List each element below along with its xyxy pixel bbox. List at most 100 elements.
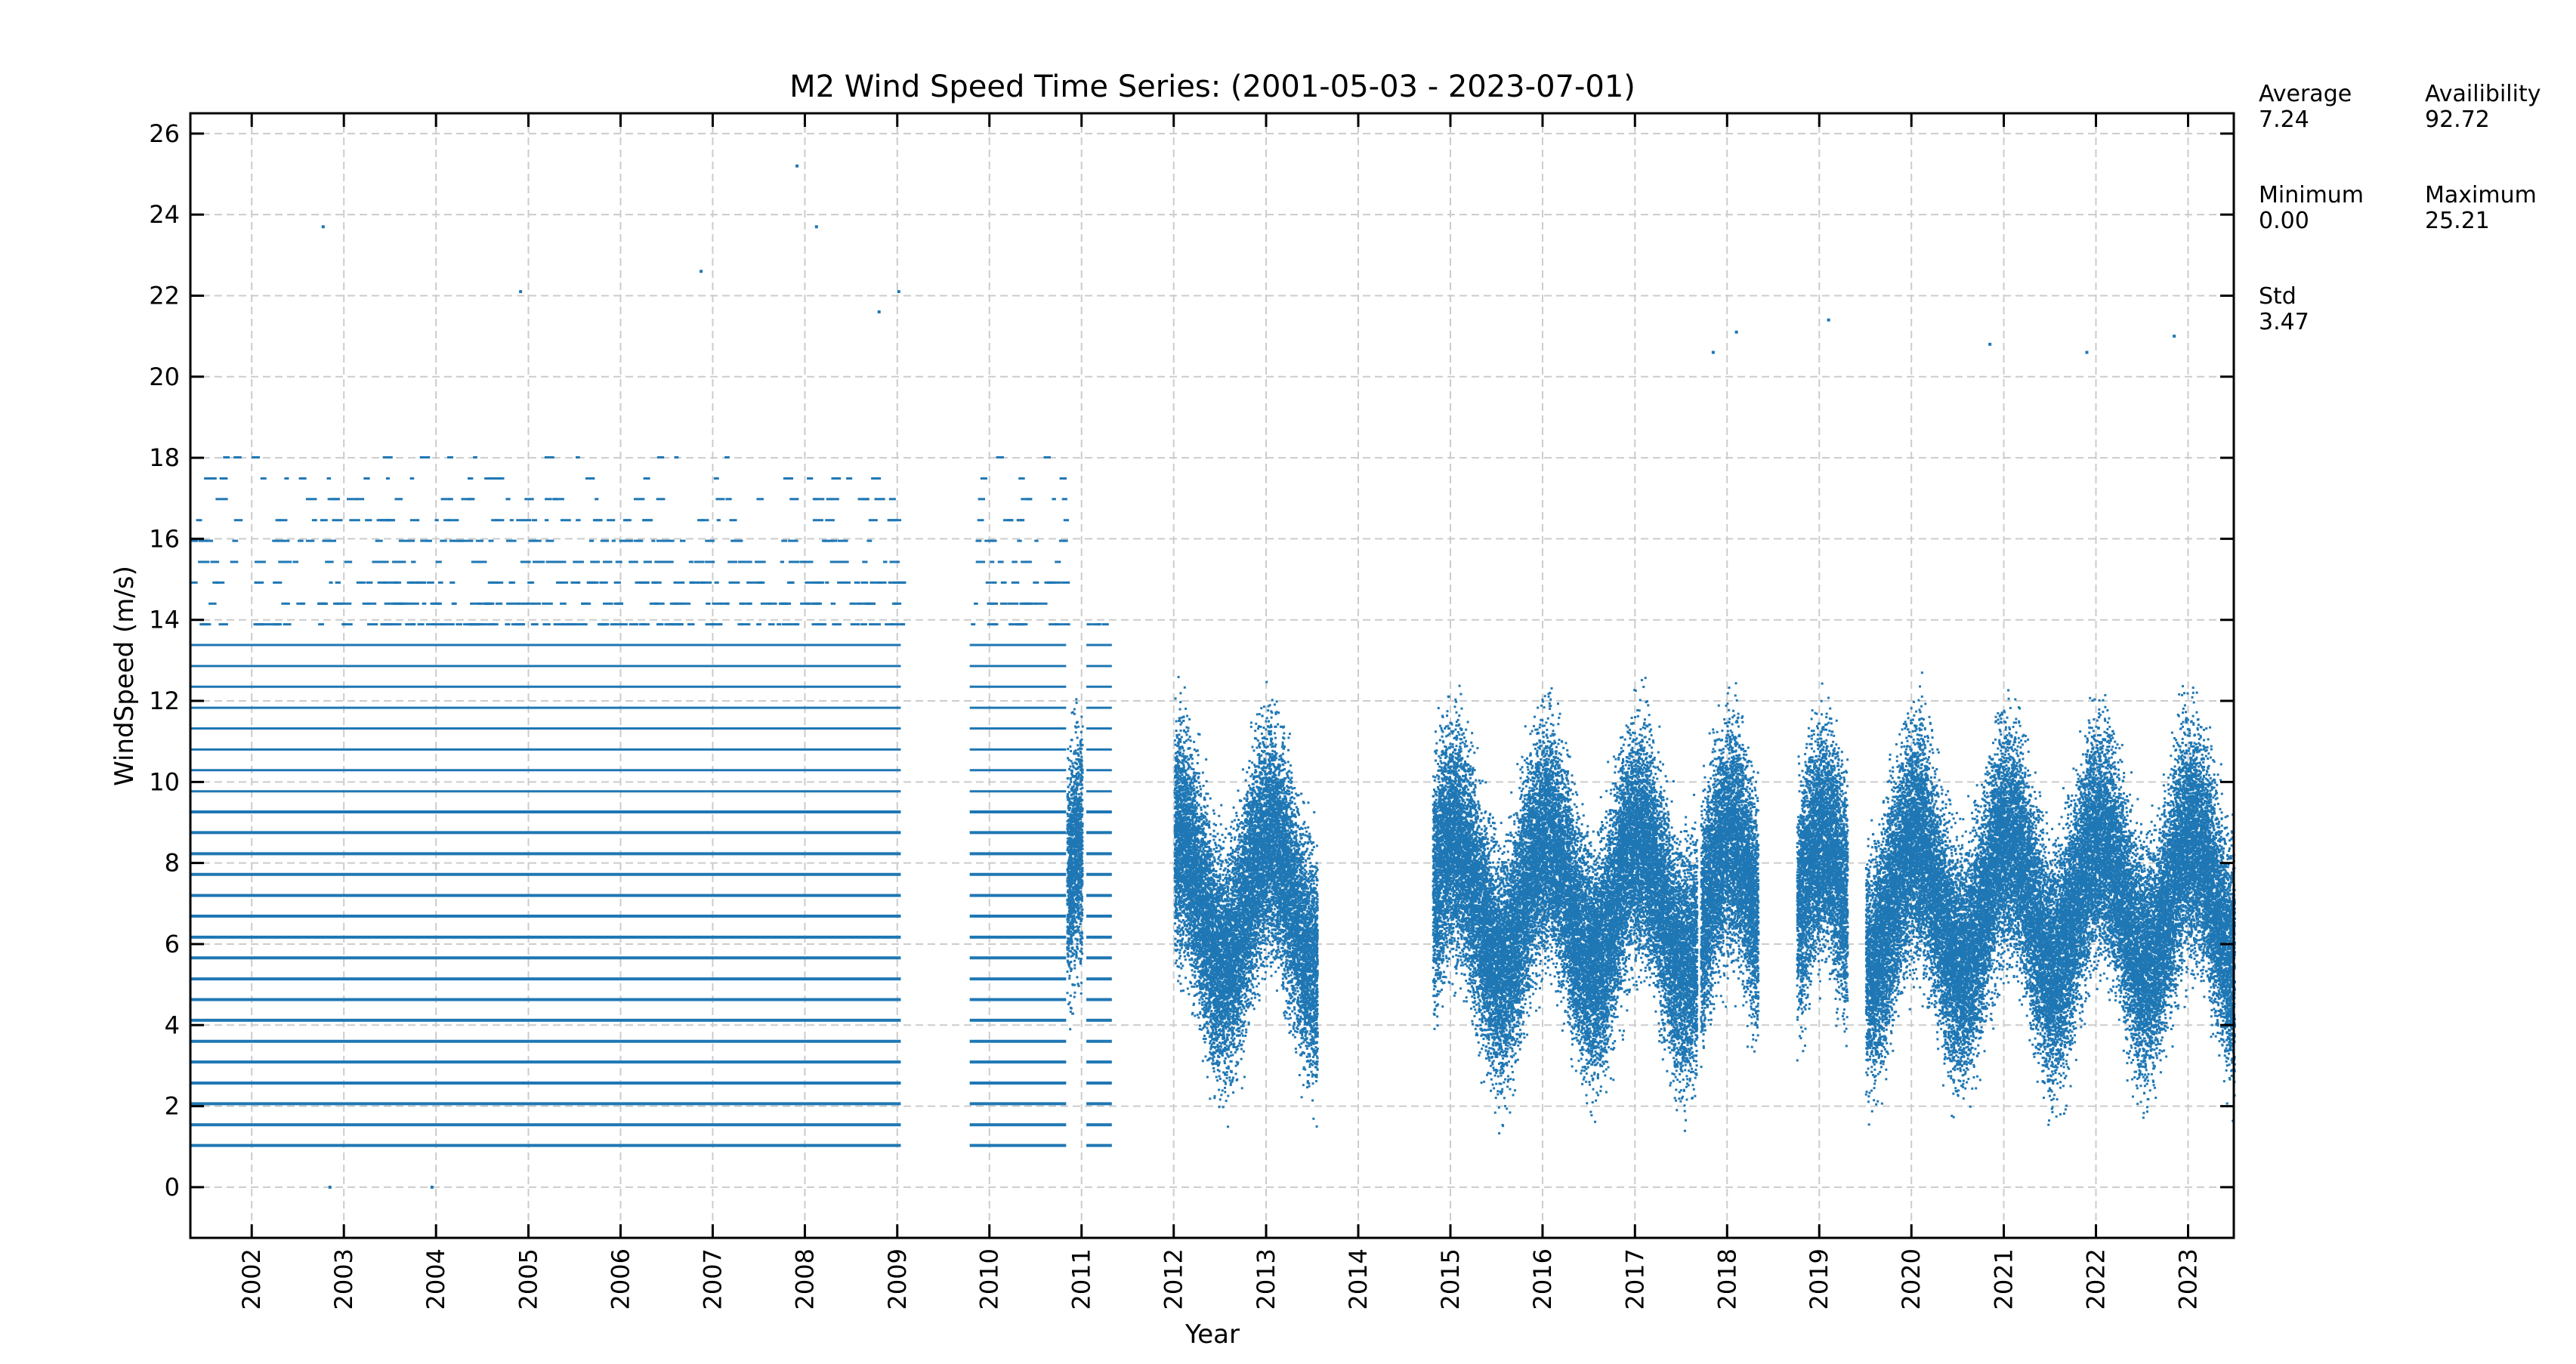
data-point [469,623,474,625]
data-point [1076,905,1078,907]
data-point [1069,837,1071,839]
data-point [1072,932,1074,934]
data-point [1076,744,1079,746]
data-point [869,623,876,625]
data-point [488,582,495,584]
data-point [805,582,813,584]
data-point [440,540,446,542]
data-point [1070,855,1072,857]
data-point [615,603,622,605]
data-point [1076,773,1078,775]
data-point [644,560,652,563]
data-point [717,519,721,521]
data-point [1080,912,1082,914]
data-point [1082,744,1084,746]
data-point [1079,875,1081,877]
data-point [1069,912,1071,915]
data-point [281,603,289,605]
data-point [1080,731,1083,733]
data-point [1078,858,1080,860]
data-point [1081,869,1083,872]
data-point [687,623,695,625]
data-point [1080,756,1083,758]
data-point [532,540,542,542]
data-point [1076,875,1078,878]
data-point [422,603,427,605]
data-point [1080,958,1083,960]
data-point [1076,844,1079,847]
data-point [787,582,794,584]
data-point [212,582,218,584]
data-point [1076,921,1078,924]
data-point [1073,752,1075,755]
data-point [976,540,982,542]
data-point [705,540,715,542]
data-point [599,582,607,584]
data-point [1081,784,1083,786]
data-point [427,582,434,584]
data-point [1078,793,1080,795]
data-point [380,623,388,625]
data-point [496,603,502,605]
data-point [1080,868,1082,870]
data-point [1070,875,1072,877]
data-point [1017,519,1024,521]
data-point [716,498,725,500]
data-point [1076,976,1078,978]
data-point [1080,715,1083,717]
data-point [1077,754,1080,756]
data-point [756,623,761,625]
data-point [1078,881,1080,884]
data-point [845,582,851,584]
data-point [298,540,304,542]
data-point [595,498,598,500]
data-point [1075,814,1077,816]
data-point [1070,903,1072,906]
data-point [1070,967,1072,970]
data-point [1076,763,1078,765]
data-point [386,519,395,521]
data-point [1070,995,1072,997]
data-point [1067,925,1069,927]
data-point [366,582,373,584]
data-point [1070,819,1072,821]
data-point [1075,804,1077,806]
data-point [825,519,835,521]
data-point [272,540,278,542]
data-point [234,519,242,521]
data-point [467,498,474,500]
data-point [1080,950,1082,952]
data-point [871,477,881,480]
data-point [320,519,328,521]
data-point [1080,887,1082,889]
data-point [1076,788,1078,791]
data-point [1067,799,1069,801]
data-point [625,540,633,542]
data-point [1069,765,1071,767]
data-point [993,623,996,625]
data-point [447,456,453,458]
data-point [666,623,673,625]
data-point [1071,892,1073,894]
data-point [332,519,343,521]
data-point [1067,928,1069,930]
data-point [1063,623,1070,625]
data-point [1069,745,1071,748]
data-point [892,603,901,605]
data-point [1080,833,1083,835]
data-point [1069,1028,1071,1030]
data-point [1052,498,1055,500]
grid [190,113,2234,1238]
data-point [1071,770,1073,773]
data-point [1268,721,1270,723]
data-point [344,560,352,563]
data-point [1073,708,1076,711]
data-point [576,456,580,458]
data-point [261,477,267,480]
data-point [1076,892,1078,894]
data-point [1277,946,1280,948]
data-point [1077,801,1080,803]
data-point [1080,879,1082,881]
data-point [589,540,594,542]
data-point [643,582,649,584]
